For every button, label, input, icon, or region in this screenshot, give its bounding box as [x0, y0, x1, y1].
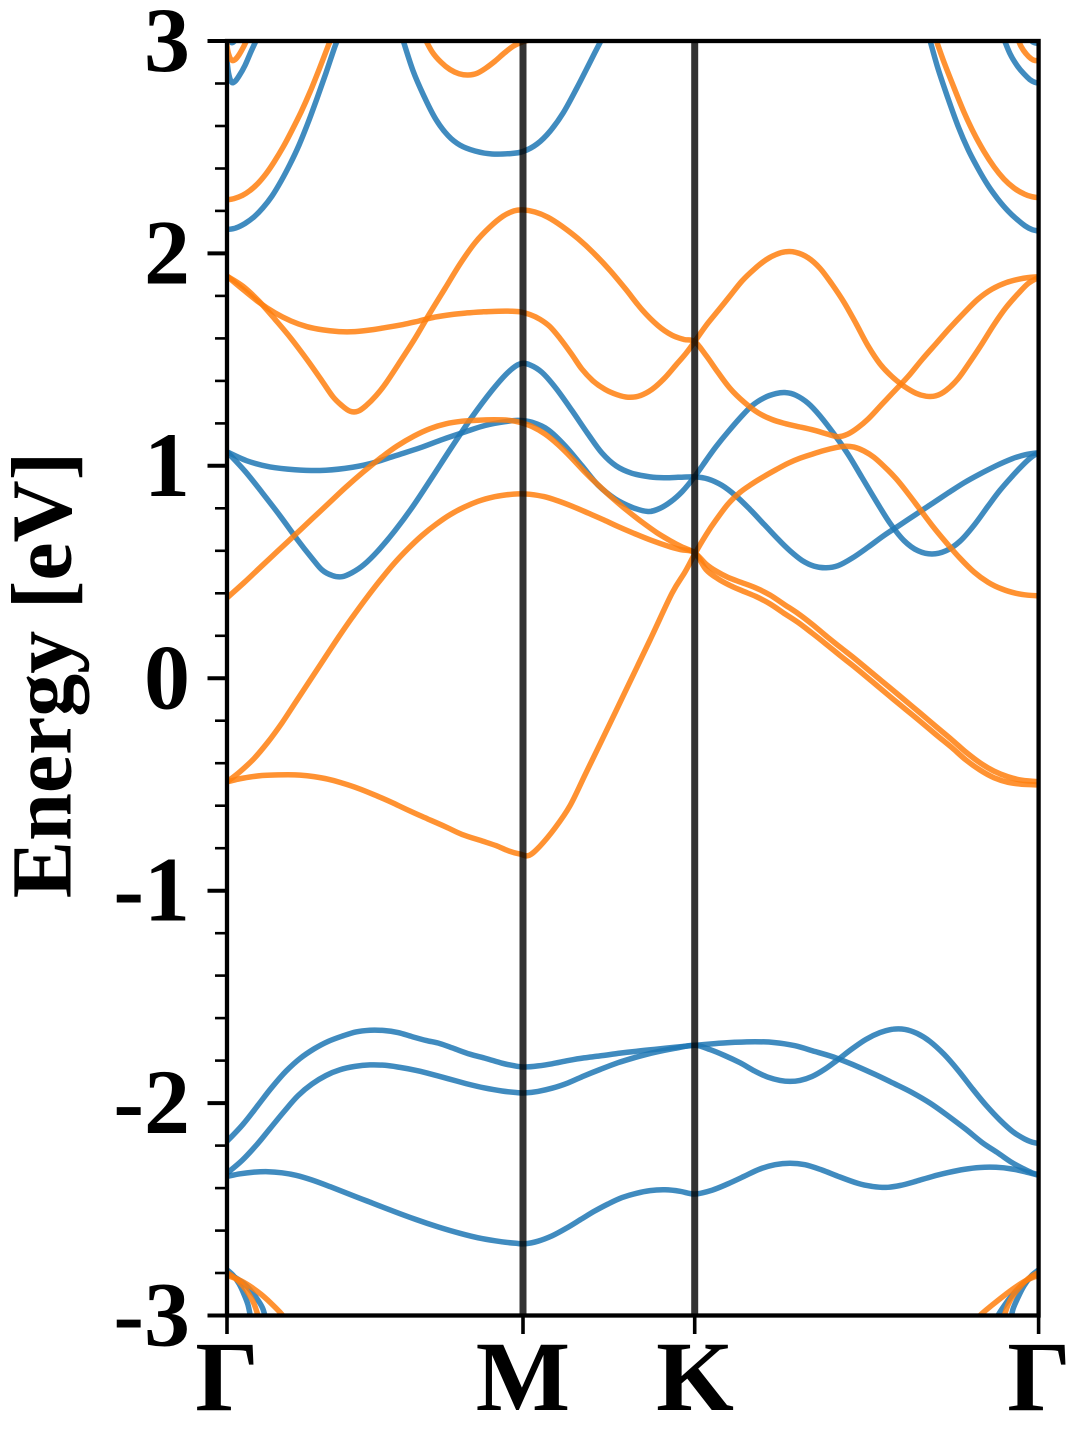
- svg-text:0: 0: [144, 626, 190, 728]
- svg-text:-1: -1: [113, 839, 190, 941]
- svg-text:3: 3: [144, 0, 190, 91]
- svg-text:Γ: Γ: [1007, 1321, 1071, 1432]
- svg-text:M: M: [476, 1321, 570, 1432]
- svg-text:-2: -2: [113, 1051, 190, 1153]
- svg-text:Γ: Γ: [195, 1321, 259, 1432]
- svg-text:Energy [eV]: Energy [eV]: [0, 452, 90, 899]
- svg-text:K: K: [656, 1321, 734, 1432]
- svg-text:1: 1: [144, 414, 190, 516]
- svg-text:-3: -3: [113, 1264, 190, 1366]
- svg-text:2: 2: [144, 201, 190, 303]
